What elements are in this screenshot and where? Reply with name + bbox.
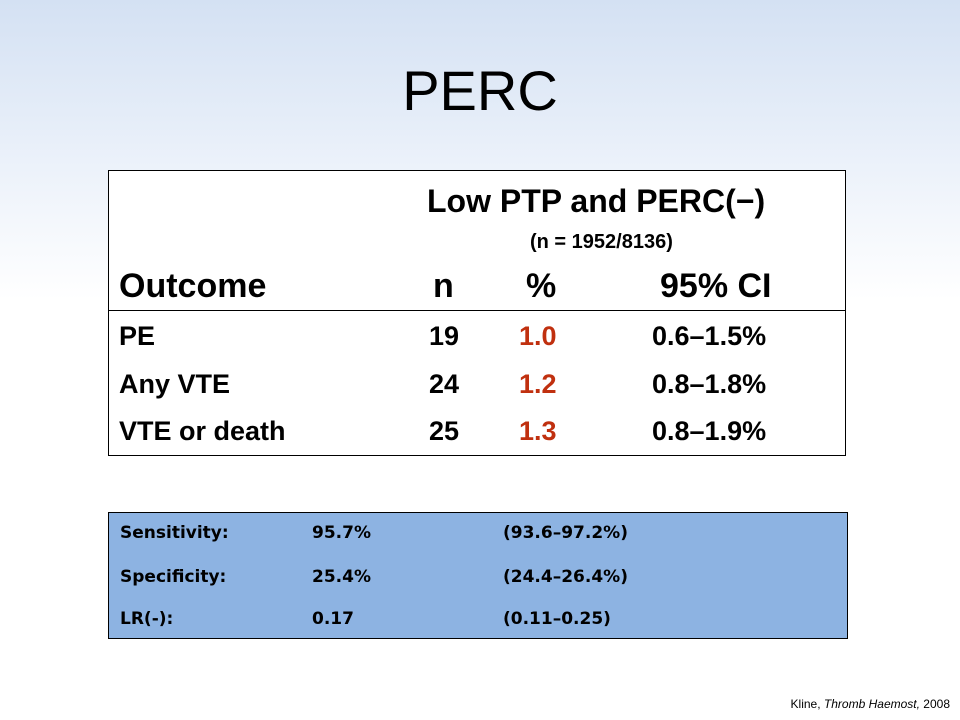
table-cell-ci: 0.8–1.9%: [652, 416, 767, 446]
table-cell-outcome: VTE or death: [119, 416, 286, 446]
table-cell-n: 24: [429, 369, 460, 399]
column-header-percent: %: [526, 267, 557, 305]
stat-label: Specificity:: [120, 567, 227, 587]
stat-value: 95.7%: [312, 523, 371, 543]
citation-journal: Thromb Haemost,: [823, 697, 920, 711]
column-header-n: n: [433, 267, 454, 305]
group-subheader: (n = 1952/8136): [530, 231, 673, 253]
table-cell-ci: 0.8–1.8%: [652, 369, 767, 399]
stat-label: LR(-):: [120, 609, 174, 629]
table-cell-outcome: PE: [119, 321, 156, 351]
header-divider: [109, 310, 845, 311]
table-cell-percent: 1.2: [519, 369, 557, 399]
slide-title: PERC: [402, 59, 558, 122]
stat-ci: (0.11–0.25): [503, 609, 611, 629]
table-cell-ci: 0.6–1.5%: [652, 321, 767, 351]
stat-value: 0.17: [312, 609, 354, 629]
table-cell-outcome: Any VTE: [119, 369, 231, 399]
stat-label: Sensitivity:: [120, 523, 229, 543]
table-cell-percent: 1.0: [519, 321, 557, 351]
citation: Kline, Thromb Haemost, 2008: [791, 697, 950, 711]
diagnostic-stats-box: Sensitivity: 95.7% (93.6–97.2%) Specific…: [108, 512, 848, 639]
table-cell-n: 19: [429, 321, 460, 351]
citation-year: 2008: [923, 697, 950, 711]
outcome-table: Low PTP and PERC(−) (n = 1952/8136) Outc…: [108, 170, 846, 456]
stat-value: 25.4%: [312, 567, 371, 587]
stat-ci: (24.4–26.4%): [503, 567, 628, 587]
citation-author: Kline,: [790, 697, 821, 711]
column-header-outcome: Outcome: [119, 267, 267, 305]
table-cell-percent: 1.3: [519, 416, 557, 446]
group-header: Low PTP and PERC(−): [427, 183, 766, 219]
table-cell-n: 25: [429, 416, 460, 446]
column-header-ci: 95% CI: [660, 267, 772, 305]
stat-ci: (93.6–97.2%): [503, 523, 628, 543]
